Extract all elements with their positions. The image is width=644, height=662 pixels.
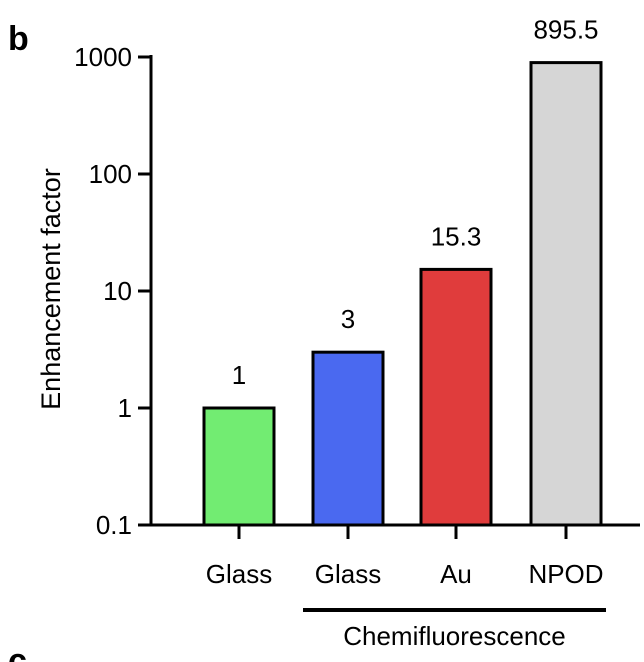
bar-2 <box>311 350 385 527</box>
group-bracket-label: Chemifluorescence <box>343 621 566 651</box>
y-tick-label: 0.1 <box>96 510 132 540</box>
category-label: Au <box>440 559 472 589</box>
y-tick-label: 10 <box>103 276 132 306</box>
bars: 1 3 15.3 895.5 <box>202 15 603 527</box>
y-tick-label: 1 <box>118 393 132 423</box>
category-label: Glass <box>315 559 381 589</box>
panel-label: b <box>8 20 29 58</box>
next-panel-label: c <box>8 642 27 662</box>
bar-value-label: 3 <box>341 304 355 334</box>
bar-3 <box>419 267 493 527</box>
bar-value-label: 895.5 <box>533 15 598 45</box>
y-tick-label: 100 <box>89 159 132 189</box>
bar-4 <box>529 61 603 527</box>
category-label: NPOD <box>528 559 603 589</box>
bar-value-label: 1 <box>232 360 246 390</box>
y-tick-label: 1000 <box>74 42 132 72</box>
y-axis-title: Enhancement factor <box>36 168 66 410</box>
bar-value-label: 15.3 <box>431 221 482 251</box>
category-label: Glass <box>206 559 272 589</box>
y-axis-ticks: 0.1 1 10 100 1000 <box>74 42 151 540</box>
bar-1 <box>202 406 276 527</box>
x-axis-ticks: Glass Glass Au NPOD <box>206 525 604 589</box>
